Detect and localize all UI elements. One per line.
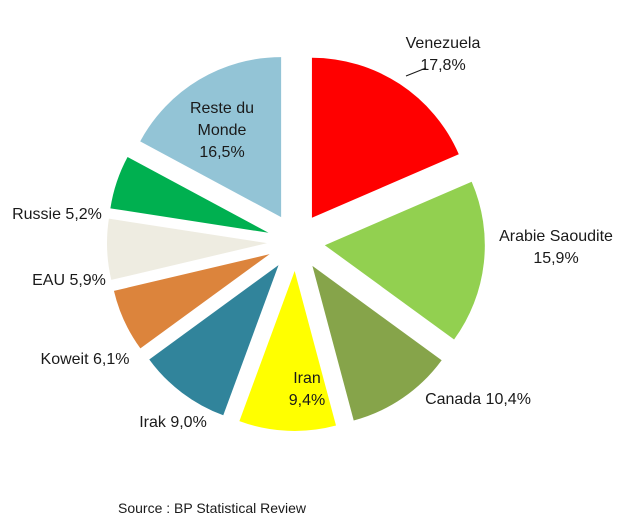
pie-slice-venezuela xyxy=(311,57,459,218)
slice-label-russie: Russie 5,2% xyxy=(12,206,102,223)
pie-slice-russie xyxy=(110,157,269,233)
slice-label-arabie-saoudite: Arabie Saoudite 15,9% xyxy=(499,228,613,267)
pie-slice-eau xyxy=(107,218,268,280)
slice-label-eau: EAU 5,9% xyxy=(32,272,106,289)
slice-label-koweit: Koweit 6,1% xyxy=(41,351,130,368)
pie-slice-iran xyxy=(239,270,337,431)
pie-slices xyxy=(107,57,485,431)
pie-slice-koweit xyxy=(113,254,270,349)
pie-slice-reste-du-monde xyxy=(140,57,282,218)
slice-label-canada: Canada 10,4% xyxy=(425,391,531,408)
leader-line xyxy=(405,67,427,77)
slice-label-iran: Iran 9,4% xyxy=(289,370,325,409)
pie-slice-irak xyxy=(149,265,279,416)
source-note: Source : BP Statistical Review xyxy=(118,500,307,516)
slice-label-irak: Irak 9,0% xyxy=(139,414,207,431)
pie-slice-arabie-saoudite xyxy=(324,181,485,340)
pie-labels: Venezuela 17,8% Arabie Saoudite 15,9% Canada… xyxy=(12,35,613,431)
slice-label-reste-du-monde: Reste du Monde 16,5% xyxy=(190,100,254,161)
slice-label-venezuela: Venezuela 17,8% xyxy=(406,35,481,74)
pie-slice-canada xyxy=(312,265,442,421)
